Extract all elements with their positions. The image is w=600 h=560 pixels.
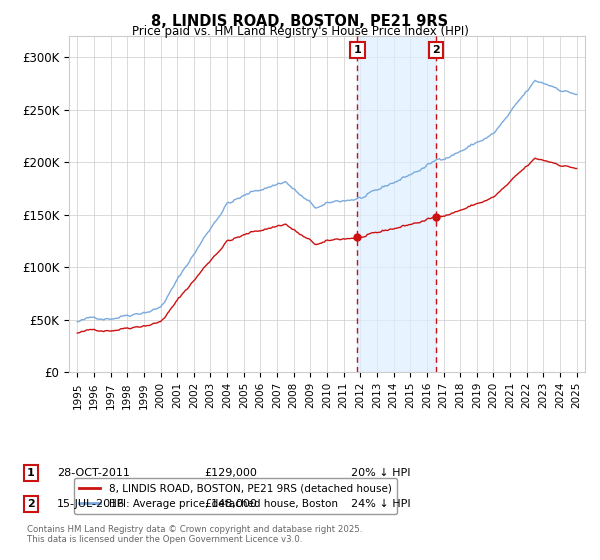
Text: Price paid vs. HM Land Registry's House Price Index (HPI): Price paid vs. HM Land Registry's House …	[131, 25, 469, 38]
Bar	[358, 36, 436, 372]
Text: 1: 1	[27, 468, 35, 478]
Text: 2: 2	[432, 45, 440, 55]
Text: 28-OCT-2011: 28-OCT-2011	[57, 468, 130, 478]
Text: 15-JUL-2016: 15-JUL-2016	[57, 499, 125, 509]
Text: Contains HM Land Registry data © Crown copyright and database right 2025.
This d: Contains HM Land Registry data © Crown c…	[27, 525, 362, 544]
Text: 2: 2	[27, 499, 35, 509]
Legend: 8, LINDIS ROAD, BOSTON, PE21 9RS (detached house), HPI: Average price, detached : 8, LINDIS ROAD, BOSTON, PE21 9RS (detach…	[74, 478, 397, 514]
Text: £129,000: £129,000	[204, 468, 257, 478]
Text: 1: 1	[353, 45, 361, 55]
Text: £148,000: £148,000	[204, 499, 257, 509]
Text: 8, LINDIS ROAD, BOSTON, PE21 9RS: 8, LINDIS ROAD, BOSTON, PE21 9RS	[151, 14, 449, 29]
Text: 24% ↓ HPI: 24% ↓ HPI	[351, 499, 410, 509]
Text: 20% ↓ HPI: 20% ↓ HPI	[351, 468, 410, 478]
